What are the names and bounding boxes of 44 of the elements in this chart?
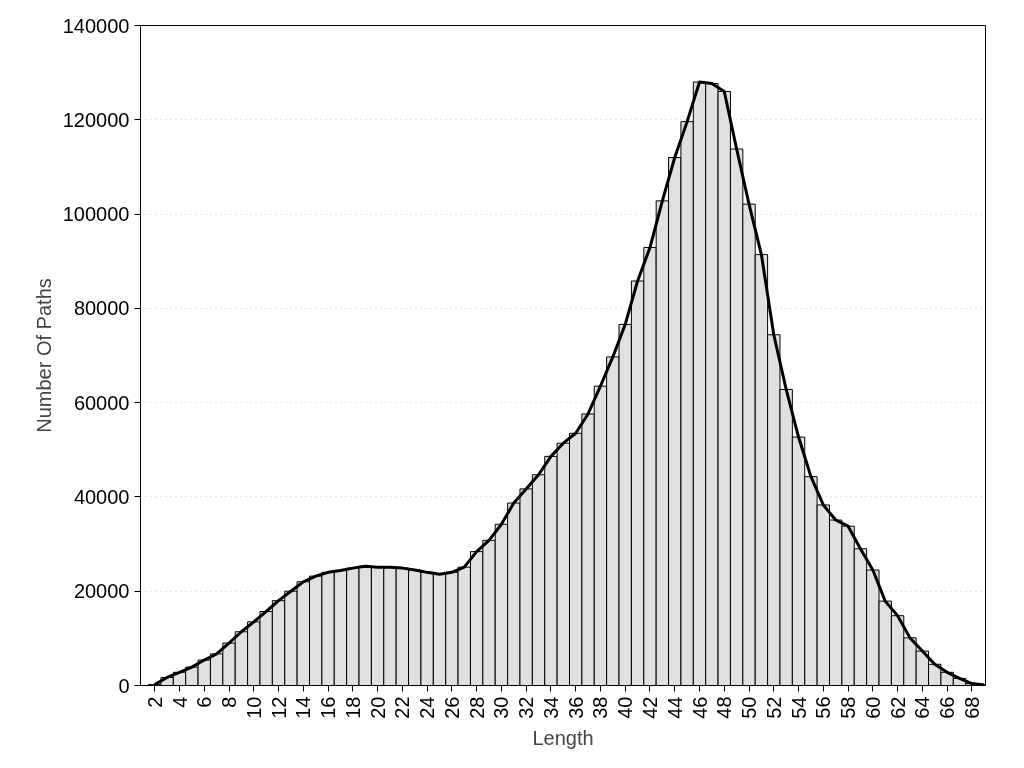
x-tick-label: 10 <box>242 696 265 719</box>
x-tick-label: 18 <box>341 696 364 719</box>
y-tick-label: 40000 <box>73 485 130 508</box>
y-tick-label: 100000 <box>62 203 130 226</box>
x-axis-title: Length <box>532 726 594 749</box>
x-tick-label: 28 <box>465 696 488 719</box>
y-tick-label: 140000 <box>62 14 130 37</box>
x-tick-label: 14 <box>292 696 315 719</box>
y-tick-label: 120000 <box>62 108 130 131</box>
x-tick-label: 66 <box>936 696 959 719</box>
x-tick-label: 36 <box>564 696 587 719</box>
x-tick-label: 30 <box>490 696 513 719</box>
x-tick-label: 4 <box>168 696 191 708</box>
x-tick-label: 6 <box>193 696 216 708</box>
x-tick-label: 26 <box>440 696 463 719</box>
x-tick-label: 38 <box>589 696 612 719</box>
x-tick-label: 40 <box>614 696 637 719</box>
x-tick-label: 34 <box>539 696 562 719</box>
x-tick-label: 64 <box>911 696 934 719</box>
x-tick-label: 20 <box>366 696 389 719</box>
x-tick-label: 16 <box>317 696 340 719</box>
x-tick-label: 52 <box>762 696 785 719</box>
x-tick-label: 62 <box>886 696 909 719</box>
x-tick-label: 24 <box>416 696 439 719</box>
x-tick-label: 8 <box>218 696 241 708</box>
x-tick-label: 56 <box>812 696 835 719</box>
x-tick-label: 22 <box>391 696 414 719</box>
y-tick-label: 20000 <box>73 580 130 603</box>
x-tick-label: 68 <box>960 696 983 719</box>
y-tick-label: 80000 <box>73 297 130 320</box>
y-tick-label: 60000 <box>73 391 130 414</box>
x-tick-label: 54 <box>787 696 810 719</box>
x-tick-label: 32 <box>515 696 538 719</box>
x-tick-label: 58 <box>837 696 860 719</box>
y-axis-title: Number Of Paths <box>32 278 55 433</box>
y-tick-label: 0 <box>118 674 130 697</box>
x-tick-label: 12 <box>267 696 290 719</box>
x-tick-label: 44 <box>663 696 686 719</box>
x-tick-label: 60 <box>861 696 884 719</box>
x-tick-label: 2 <box>143 696 166 708</box>
x-tick-label: 48 <box>713 696 736 719</box>
x-tick-label: 50 <box>738 696 761 719</box>
x-tick-label: 42 <box>638 696 661 719</box>
x-tick-label: 46 <box>688 696 711 719</box>
